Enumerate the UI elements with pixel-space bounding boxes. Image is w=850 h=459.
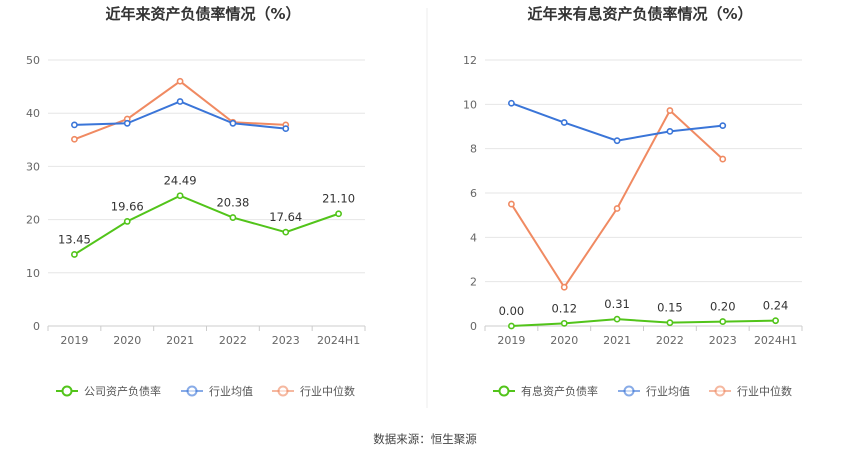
x-tick-label: 2022 (219, 334, 247, 347)
chart-panel-interest-debt-ratio: 近年来有息资产负债率情况（%） 0 2 4 6 8 10 12 2019 2020 2021 2022… (463, 5, 803, 398)
data-point (613, 315, 621, 323)
data-label: 0.20 (710, 300, 736, 314)
data-label: 0.15 (657, 301, 683, 315)
series-line (74, 80, 286, 141)
y-tick-label: 20 (26, 214, 40, 227)
data-point (123, 218, 131, 225)
data-point (123, 119, 131, 127)
chart-title: 近年来资产负债率情况（%） (105, 5, 300, 23)
y-tick-label: 50 (26, 54, 40, 67)
data-point (71, 135, 78, 143)
y-tick-label: 40 (26, 107, 40, 120)
data-point (772, 317, 779, 325)
data-point (719, 122, 727, 130)
y-tick-label: 0 (33, 320, 40, 333)
data-point (282, 228, 290, 236)
data-point (229, 119, 237, 127)
data-point (613, 137, 621, 145)
data-point (229, 214, 237, 221)
data-label: 0.00 (499, 304, 525, 318)
data-point (335, 210, 342, 218)
data-point (560, 119, 568, 126)
legend-marker[interactable] (277, 385, 289, 397)
data-point (560, 319, 568, 327)
x-tick-label: 2024H1 (754, 334, 797, 347)
y-tick-label: 10 (463, 98, 477, 111)
y-tick-label: 2 (470, 276, 477, 289)
data-point (176, 192, 184, 200)
data-label: 0.12 (551, 301, 577, 315)
data-label: 20.38 (216, 196, 249, 210)
data-point (560, 283, 568, 291)
series-line (73, 194, 339, 256)
x-tick-label: 2024H1 (317, 334, 360, 347)
y-tick-label: 0 (470, 320, 477, 333)
y-tick-label: 30 (26, 160, 40, 173)
data-label: 0.31 (604, 297, 630, 311)
data-source-label: 数据来源：恒生聚源 (373, 432, 477, 446)
data-label: 13.45 (58, 232, 91, 246)
series-line (510, 108, 724, 290)
data-point (508, 322, 515, 330)
x-tick-label: 2019 (60, 334, 88, 347)
data-point (71, 121, 78, 129)
y-tick-label: 6 (470, 187, 477, 200)
data-point (666, 107, 674, 114)
data-point (666, 127, 674, 135)
series-line (511, 102, 723, 142)
data-label: 17.64 (269, 210, 302, 224)
legend-label[interactable]: 有息资产负债率 (521, 384, 598, 398)
legend-marker[interactable] (61, 385, 73, 397)
legend-marker[interactable] (714, 385, 726, 397)
legend-marker[interactable] (623, 385, 635, 397)
data-point (666, 319, 674, 327)
x-tick-label: 2021 (603, 334, 631, 347)
data-label: 0.24 (763, 299, 789, 313)
legend-label[interactable]: 行业均值 (646, 385, 690, 398)
data-point (176, 77, 184, 85)
data-point (508, 200, 515, 208)
x-tick-label: 2020 (113, 334, 141, 347)
x-tick-label: 2020 (550, 334, 578, 347)
legend-label[interactable]: 公司资产负债率 (84, 384, 161, 398)
x-tick-label: 2019 (497, 334, 525, 347)
data-point (176, 98, 184, 105)
legend-label[interactable]: 行业中位数 (737, 384, 792, 398)
chart-panel-debt-ratio: 近年来资产负债率情况（%） 0 10 20 30 40 50 2019 2020 2021 2022… (26, 5, 366, 398)
legend-marker[interactable] (498, 385, 510, 397)
y-tick-label: 8 (470, 143, 477, 156)
x-tick-label: 2021 (166, 334, 194, 347)
y-tick-label: 10 (26, 267, 40, 280)
data-point (282, 125, 290, 133)
data-label: 24.49 (164, 174, 197, 188)
x-tick-label: 2022 (656, 334, 684, 347)
x-tick-label: 2023 (709, 334, 737, 347)
series-line (511, 318, 776, 327)
data-point (719, 155, 727, 163)
legend-marker[interactable] (186, 385, 198, 397)
y-tick-label: 4 (470, 231, 477, 244)
legend-label[interactable]: 行业中位数 (300, 384, 355, 398)
data-point (719, 318, 727, 325)
x-tick-label: 2023 (272, 334, 300, 347)
data-label: 19.66 (111, 199, 144, 213)
data-point (613, 205, 621, 212)
legend-label[interactable]: 行业均值 (209, 385, 253, 398)
chart-title: 近年来有息资产负债率情况（%） (527, 5, 752, 23)
data-point (71, 251, 78, 258)
data-label: 21.10 (322, 192, 355, 206)
series-line (74, 100, 286, 130)
data-point (508, 99, 515, 107)
y-tick-label: 12 (463, 54, 477, 67)
